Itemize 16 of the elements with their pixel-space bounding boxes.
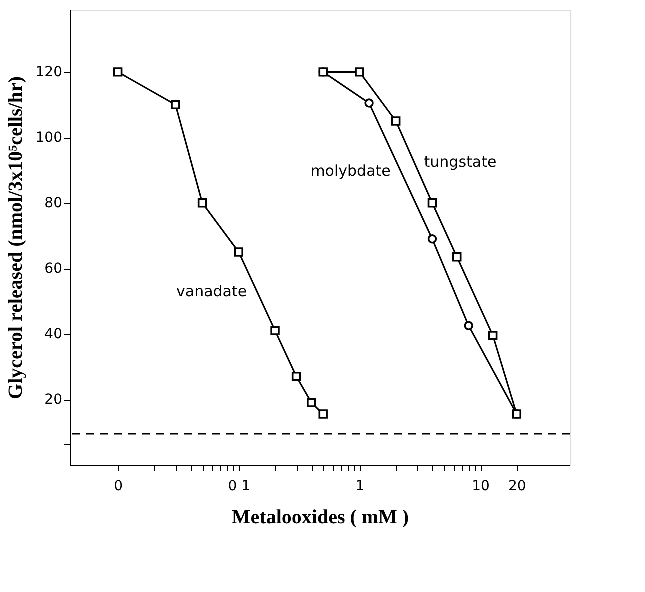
x-axis-title: Metalooxides ( mM )	[232, 506, 410, 528]
y-tick-label: 20	[44, 392, 62, 408]
y-axis-title: Glycerol released (nmol/3x10⁵cells/hr)	[4, 76, 27, 400]
x-tick-label: 1	[356, 478, 365, 494]
x-tick-label: 20	[508, 478, 526, 494]
x-tick-label: 10	[472, 478, 490, 494]
y-tick-label: 80	[44, 196, 62, 212]
y-tick-label: 40	[44, 326, 62, 343]
y-tick-label: 120	[36, 64, 62, 81]
series-label: tungstate	[424, 153, 497, 172]
y-tick-label: 100	[36, 130, 62, 146]
series-label: vanadate	[176, 282, 248, 301]
series-label: molybdate	[310, 162, 391, 180]
y-tick-label: 60	[44, 261, 62, 278]
x-tick-label: 0	[114, 478, 124, 494]
x-tick-label: 0 1	[228, 478, 251, 494]
